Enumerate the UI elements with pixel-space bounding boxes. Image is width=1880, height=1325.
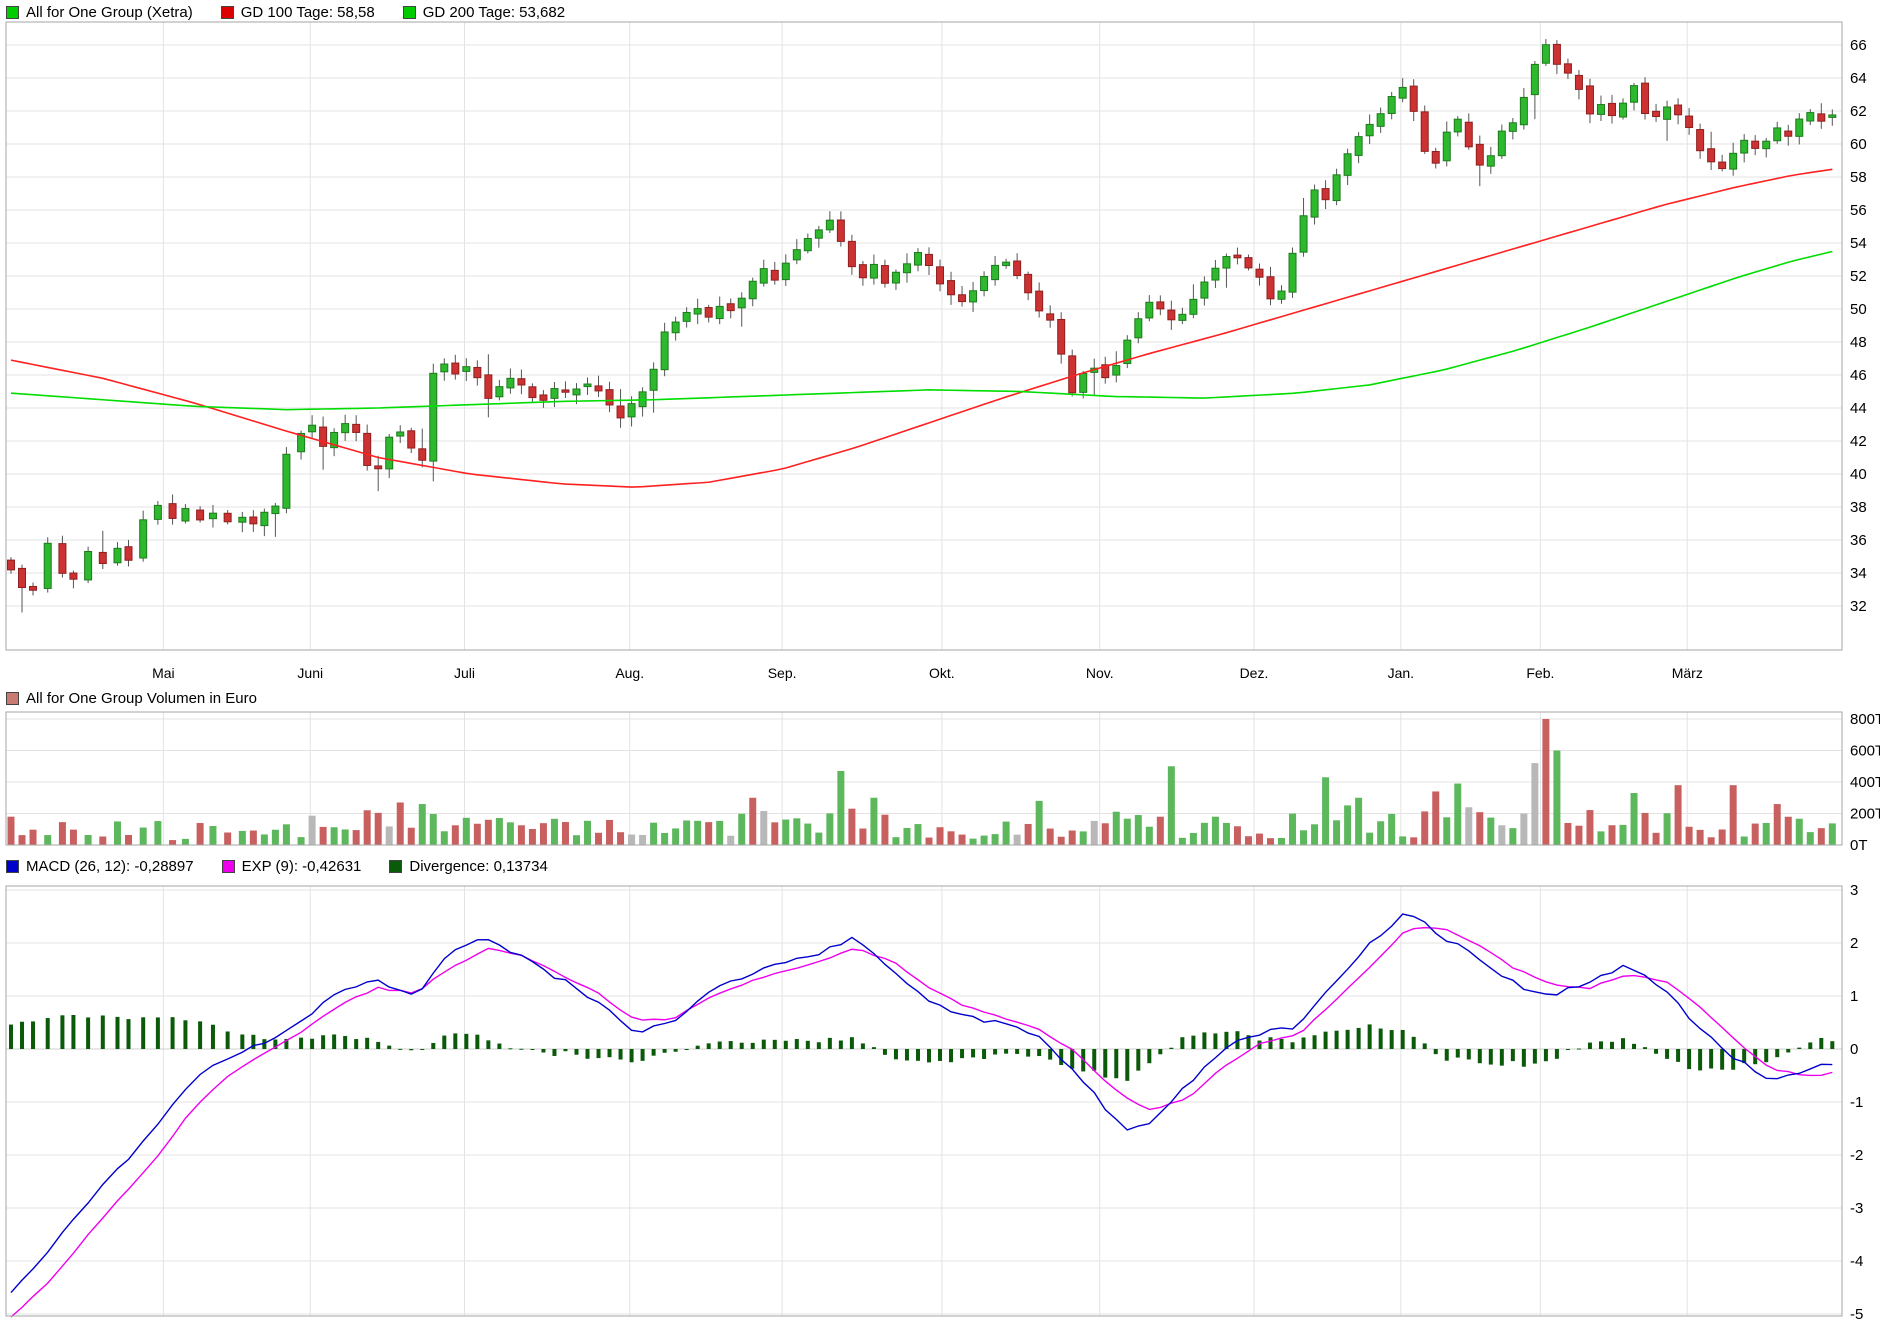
divergence-label: Divergence: 0,13734 <box>409 858 548 875</box>
macd-axis-label: -2 <box>1850 1147 1863 1164</box>
month-label: Jan. <box>1388 665 1414 681</box>
price-axis-label: 44 <box>1850 400 1867 417</box>
volume-title: All for One Group Volumen in Euro <box>26 690 257 707</box>
volume-axis-label: 800T <box>1850 711 1880 728</box>
month-label: Sep. <box>768 665 797 681</box>
macd-axis-label: -4 <box>1850 1253 1863 1270</box>
price-axis-label: 58 <box>1850 169 1867 186</box>
month-label: Juni <box>297 665 323 681</box>
macd-line <box>10 913 1833 1294</box>
price-legend: All for One Group (Xetra) GD 100 Tage: 5… <box>6 4 593 21</box>
price-axis-label: 54 <box>1850 235 1867 252</box>
gd100-label: GD 100 Tage: 58,58 <box>240 4 375 21</box>
divergence-swatch <box>389 860 403 873</box>
volume-axis-label: 200T <box>1850 806 1880 823</box>
month-label: Okt. <box>929 665 955 681</box>
price-axis-label: 48 <box>1850 334 1867 351</box>
price-axis-label: 66 <box>1850 37 1867 54</box>
month-label: Dez. <box>1240 665 1269 681</box>
volume-axis-label: 0T <box>1850 837 1868 854</box>
price-axis-label: 46 <box>1850 367 1867 384</box>
price-axis-label: 32 <box>1850 598 1867 615</box>
macd-axis-label: -3 <box>1850 1200 1863 1217</box>
macd-axis-label: 3 <box>1850 882 1858 899</box>
price-series-swatch <box>6 6 19 19</box>
price-axis-label: 56 <box>1850 202 1867 219</box>
gd200-swatch <box>402 6 416 19</box>
month-label: März <box>1672 665 1703 681</box>
price-axis-label: 34 <box>1850 565 1867 582</box>
volume-series <box>7 719 1836 845</box>
price-axis-label: 50 <box>1850 301 1867 318</box>
exp-label: EXP (9): -0,42631 <box>241 858 362 875</box>
price-axis-label: 62 <box>1850 103 1867 120</box>
gd100-swatch <box>220 6 234 19</box>
volume-legend: All for One Group Volumen in Euro <box>6 690 285 707</box>
volume-series-swatch <box>6 692 19 705</box>
exp-line <box>10 926 1833 1318</box>
macd-legend: MACD (26, 12): -0,28897 EXP (9): -0,4263… <box>6 858 576 875</box>
month-label: Feb. <box>1526 665 1554 681</box>
price-axis-label: 40 <box>1850 466 1867 483</box>
price-axis-label: 36 <box>1850 532 1867 549</box>
macd-axis-label: 0 <box>1850 1041 1858 1058</box>
macd-label: MACD (26, 12): -0,28897 <box>26 858 194 875</box>
macd-axis-label: -5 <box>1850 1306 1863 1323</box>
volume-axis-label: 400T <box>1850 774 1880 791</box>
overlay-gd200 <box>10 250 1833 411</box>
month-label: Aug. <box>615 665 644 681</box>
price-axis-label: 52 <box>1850 268 1867 285</box>
price-axis-label: 42 <box>1850 433 1867 450</box>
exp-swatch <box>221 860 235 873</box>
month-label: Mai <box>152 665 175 681</box>
divergence-bars <box>9 1015 1835 1081</box>
gd200-label: GD 200 Tage: 53,682 <box>422 4 566 21</box>
month-label: Juli <box>454 665 475 681</box>
price-axis-label: 38 <box>1850 499 1867 516</box>
price-axis-label: 64 <box>1850 70 1867 87</box>
overlay-gd100 <box>10 168 1833 488</box>
macd-axis-label: 1 <box>1850 988 1858 1005</box>
volume-axis-label: 600T <box>1850 743 1880 760</box>
chart-title: All for One Group (Xetra) <box>26 4 193 21</box>
macd-swatch <box>6 860 19 873</box>
macd-axis-label: -1 <box>1850 1094 1863 1111</box>
macd-axis-label: 2 <box>1850 935 1858 952</box>
candlestick-series <box>7 39 1837 613</box>
price-axis-label: 60 <box>1850 136 1867 153</box>
month-label: Nov. <box>1086 665 1114 681</box>
